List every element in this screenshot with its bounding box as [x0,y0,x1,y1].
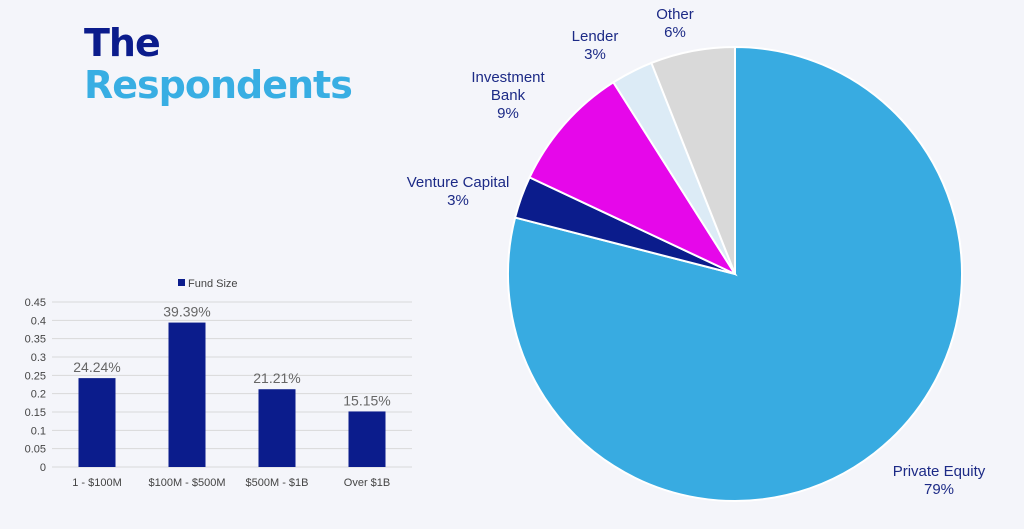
x-category-label: $100M - $500M [148,477,225,489]
x-category-label: Over $1B [344,477,390,489]
title-line-2: Respondents [84,63,353,107]
y-tick-label: 0.1 [31,425,46,437]
bar-data-label: 24.24% [73,359,120,375]
legend-swatch [178,279,185,286]
bar [78,378,116,467]
x-category-label: 1 - $100M [72,477,122,489]
pie-slice-percent: 79% [924,481,954,498]
bar-legend: Fund Size [178,278,238,290]
y-tick-label: 0.35 [25,334,46,346]
bar-data-label: 15.15% [343,392,390,408]
y-tick-label: 0.05 [25,444,46,456]
title-line-1: The [84,21,161,65]
page-title: The Respondents [84,21,353,107]
pie-slice-name: Investment Bank [471,69,545,104]
pie-slice-name: Lender [572,28,619,45]
y-tick-label: 0 [40,462,46,474]
pie-slice [528,80,738,277]
pie-slice-percent: 9% [497,105,519,122]
bar [258,389,296,467]
pie-slice-name: Other [656,6,694,23]
bar-data-label: 39.39% [163,304,210,320]
pie-slice-name: Private Equity [893,463,986,480]
y-tick-label: 0.3 [31,352,46,364]
pie-slice [650,45,736,275]
legend-label: Fund Size [188,278,238,290]
y-tick-label: 0.45 [25,297,46,309]
x-category-label: $500M - $1B [246,477,309,489]
fund-size-bar-chart: 0 0.05 0.1 0.15 0.2 0.25 0.3 0.35 0.4 0.45 24.24% 1… [25,278,412,489]
y-tick-label: 0.15 [25,407,46,419]
y-tick-label: 0.2 [31,389,46,401]
bar [348,411,386,467]
bar-data-label: 21.21% [253,370,300,386]
pie-slice-percent: 3% [584,46,606,63]
y-tick-label: 0.4 [31,315,46,327]
pie-slice-percent: 3% [447,192,469,209]
bar [168,322,206,467]
y-tick-label: 0.25 [25,370,46,382]
pie-slice-name: Venture Capital [407,174,510,191]
pie-slice-percent: 6% [664,24,686,41]
